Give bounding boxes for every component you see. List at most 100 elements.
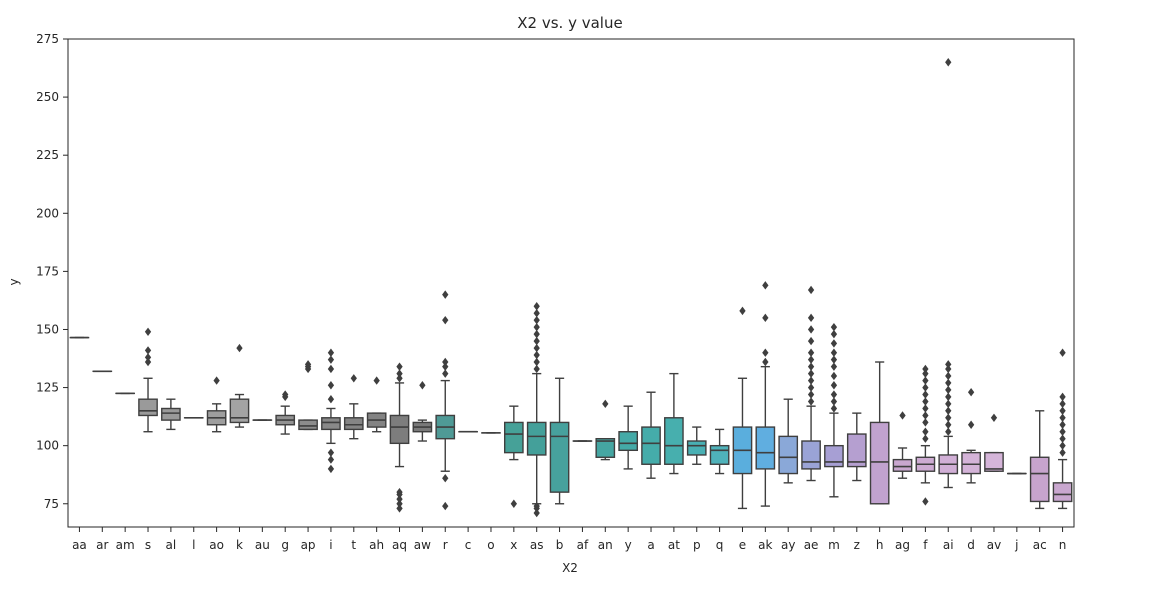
box-d (961, 388, 981, 484)
outlier-point (945, 399, 952, 409)
x-tick-label: g (281, 538, 289, 552)
x-tick-label: a (647, 538, 654, 552)
outlier-point (350, 374, 357, 383)
outlier-point (144, 346, 152, 355)
outlier-point (396, 504, 403, 513)
outlier-point (533, 364, 540, 374)
x-tick-label: n (1059, 538, 1067, 552)
box-ai (938, 58, 959, 489)
outlier-point (1059, 399, 1066, 409)
box-body (343, 417, 364, 431)
outlier-point (807, 369, 815, 378)
outlier-point (762, 281, 769, 290)
x-tick-label: as (530, 538, 544, 552)
box-body (298, 419, 318, 431)
box-body (526, 421, 547, 456)
outlier-point (807, 397, 815, 406)
box-i (321, 348, 341, 474)
box-s (138, 327, 158, 433)
x-tick-label: c (465, 538, 472, 552)
outlier-point (807, 362, 815, 371)
outlier-point (442, 369, 449, 378)
x-tick-label: aa (72, 538, 87, 552)
x-tick-label: ah (369, 538, 384, 552)
outlier-point (327, 455, 335, 464)
outlier-point (1059, 392, 1066, 402)
x-tick-label: h (876, 538, 884, 552)
x-tick-label: x (510, 538, 517, 552)
box-at (664, 372, 684, 475)
x-tick-label: f (923, 538, 928, 552)
outlier-point (807, 355, 815, 364)
y-tick-label: 125 (36, 381, 59, 395)
x-tick-label: ac (1033, 538, 1047, 552)
box-ao (206, 376, 227, 433)
box-q (709, 428, 730, 475)
box-n (1052, 348, 1073, 510)
outlier-point (830, 355, 838, 364)
box-body (709, 444, 730, 465)
x-tick-label: aw (414, 538, 431, 552)
y-tick-label: 200 (36, 206, 59, 220)
x-tick-label: ae (804, 538, 819, 552)
box-body (389, 414, 410, 445)
outlier-point (396, 487, 403, 497)
x-tick-label: y (625, 538, 632, 552)
box-ac (1029, 410, 1050, 510)
outlier-point (533, 322, 540, 332)
box-body (801, 440, 821, 470)
outlier-point (830, 404, 838, 413)
outlier-point (807, 336, 815, 346)
outlier-point (945, 371, 952, 381)
outlier-point (533, 343, 540, 353)
outlier-point (945, 360, 952, 369)
outlier-point (945, 385, 952, 395)
x-tick-label: d (967, 538, 975, 552)
outlier-point (327, 364, 335, 374)
outlier-point (327, 464, 335, 474)
box-body (161, 407, 181, 421)
outlier-point (396, 369, 403, 378)
outlier-point (990, 413, 998, 422)
outlier-point (830, 371, 838, 381)
outlier-point (807, 285, 815, 295)
box-av (984, 413, 1004, 472)
outlier-point (922, 404, 929, 413)
box-an (595, 399, 616, 461)
outlier-point (373, 376, 380, 385)
outlier-point (945, 413, 952, 422)
outlier-point (533, 357, 540, 367)
x-axis: aa ar am s al l ao k au g ap i t ah aq aw r c o x as b af an y a a… (72, 527, 1066, 552)
x-tick-label: t (351, 538, 356, 552)
box-body (618, 431, 639, 452)
box-body (229, 398, 250, 424)
outlier-point (1059, 348, 1066, 357)
x-axis-label: X2 (562, 561, 578, 575)
outlier-point (922, 411, 929, 420)
x-tick-label: j (1014, 538, 1018, 552)
outlier-point (533, 302, 540, 311)
outlier-point (945, 58, 952, 67)
outlier-point (830, 348, 838, 357)
outlier-point (807, 383, 815, 392)
x-tick-label: b (556, 538, 564, 552)
x-tick-label: p (693, 538, 701, 552)
outlier-point (830, 381, 838, 390)
outlier-point (327, 448, 335, 457)
box-ah (366, 376, 387, 433)
outlier-point (945, 378, 952, 388)
outlier-point (922, 497, 929, 506)
y-axis: 75 100 125 150 175 200 225 250 275 (36, 32, 68, 511)
x-tick-label: ap (301, 538, 316, 552)
outlier-point (396, 494, 403, 504)
outlier-point (739, 306, 746, 316)
box-aw (412, 381, 433, 442)
outlier-point (304, 360, 312, 369)
outlier-point (1059, 441, 1066, 450)
box-body (846, 433, 867, 468)
outlier-point (807, 325, 815, 334)
outlier-point (533, 329, 540, 339)
outlier-point (762, 348, 769, 357)
